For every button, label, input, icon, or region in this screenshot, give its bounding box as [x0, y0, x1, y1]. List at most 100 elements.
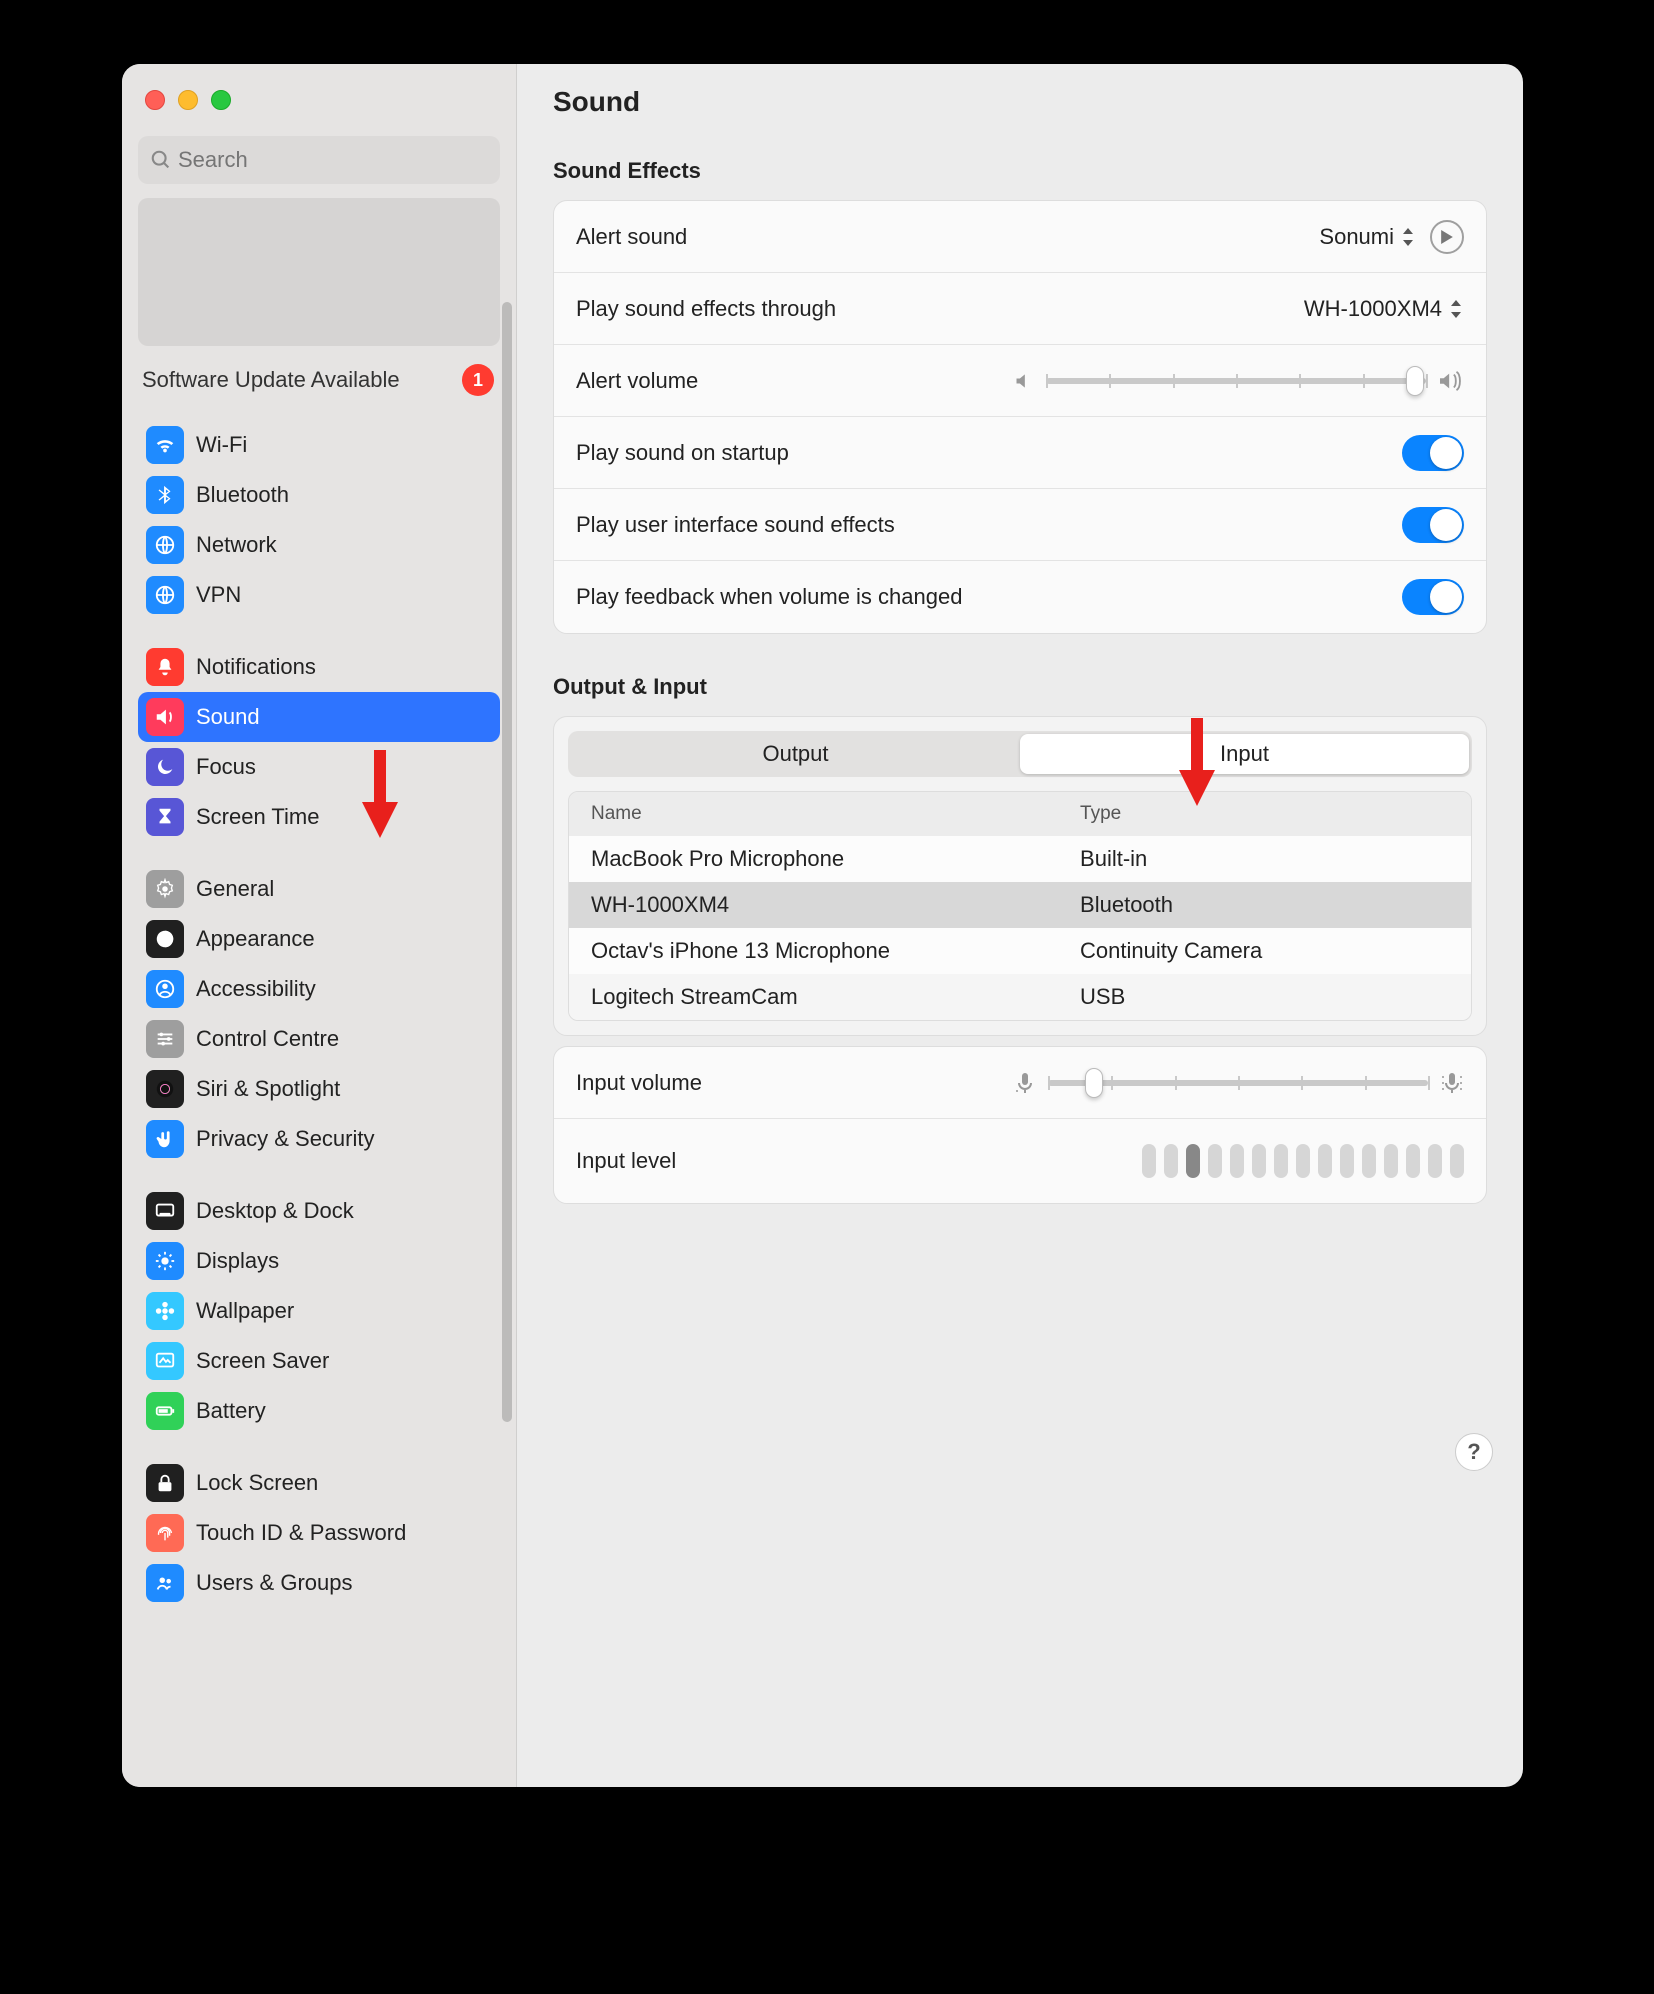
- screensaver-icon: [146, 1342, 184, 1380]
- device-type: Continuity Camera: [1080, 938, 1449, 964]
- sidebar-item-lock-screen[interactable]: Lock Screen: [138, 1458, 500, 1508]
- update-badge: 1: [462, 364, 494, 396]
- device-type: Built-in: [1080, 846, 1449, 872]
- sidebar-item-wallpaper[interactable]: Wallpaper: [138, 1286, 500, 1336]
- sidebar-item-general[interactable]: General: [138, 864, 500, 914]
- search-field[interactable]: [138, 136, 500, 184]
- sidebar-item-control-centre[interactable]: Control Centre: [138, 1014, 500, 1064]
- alert-volume-row: Alert volume: [554, 345, 1486, 417]
- tab-input[interactable]: Input: [1020, 734, 1469, 774]
- sidebar-item-sound[interactable]: Sound: [138, 692, 500, 742]
- sidebar-item-label: Siri & Spotlight: [196, 1076, 340, 1102]
- alert-volume-slider[interactable]: [1046, 378, 1426, 384]
- chevron-up-down-icon: [1448, 298, 1464, 320]
- software-update-row[interactable]: Software Update Available 1: [138, 346, 500, 414]
- sidebar-item-focus[interactable]: Focus: [138, 742, 500, 792]
- users-icon: [146, 1564, 184, 1602]
- input-volume-label: Input volume: [576, 1070, 1014, 1096]
- sidebar-item-label: Lock Screen: [196, 1470, 318, 1496]
- sidebar-item-privacy-security[interactable]: Privacy & Security: [138, 1114, 500, 1164]
- hourglass-icon: [146, 798, 184, 836]
- device-row[interactable]: Logitech StreamCamUSB: [569, 974, 1471, 1020]
- sidebar-item-wi-fi[interactable]: Wi-Fi: [138, 420, 500, 470]
- device-row[interactable]: Octav's iPhone 13 MicrophoneContinuity C…: [569, 928, 1471, 974]
- bluetooth-icon: [146, 476, 184, 514]
- sidebar-item-label: Displays: [196, 1248, 279, 1274]
- globe-icon: [146, 526, 184, 564]
- sidebar-item-label: Focus: [196, 754, 256, 780]
- sidebar-item-bluetooth[interactable]: Bluetooth: [138, 470, 500, 520]
- sidebar-item-label: Battery: [196, 1398, 266, 1424]
- tab-output[interactable]: Output: [571, 734, 1020, 774]
- minimize-window-button[interactable]: [178, 90, 198, 110]
- device-name: Octav's iPhone 13 Microphone: [591, 938, 1080, 964]
- alert-sound-popup[interactable]: Sonumi: [1319, 224, 1416, 250]
- output-input-heading: Output & Input: [553, 674, 1487, 700]
- main-panel: Sound Sound Effects Alert sound Sonumi P…: [517, 64, 1523, 1787]
- help-button[interactable]: ?: [1455, 1433, 1493, 1471]
- appearance-icon: [146, 920, 184, 958]
- lock-icon: [146, 1464, 184, 1502]
- sidebar-item-label: Sound: [196, 704, 260, 730]
- device-name: WH-1000XM4: [591, 892, 1080, 918]
- sidebar-item-label: Wi-Fi: [196, 432, 247, 458]
- alert-sound-label: Alert sound: [576, 224, 1319, 250]
- device-type: Bluetooth: [1080, 892, 1449, 918]
- dock-icon: [146, 1192, 184, 1230]
- sidebar-item-desktop-dock[interactable]: Desktop & Dock: [138, 1186, 500, 1236]
- sidebar-item-label: Wallpaper: [196, 1298, 294, 1324]
- sidebar-item-accessibility[interactable]: Accessibility: [138, 964, 500, 1014]
- ui-sounds-row: Play user interface sound effects: [554, 489, 1486, 561]
- sidebar-item-battery[interactable]: Battery: [138, 1386, 500, 1436]
- wifi-icon: [146, 426, 184, 464]
- sidebar-item-screen-time[interactable]: Screen Time: [138, 792, 500, 842]
- account-card[interactable]: [138, 198, 500, 346]
- sidebar-item-users-groups[interactable]: Users & Groups: [138, 1558, 500, 1608]
- output-input-card: Output Input Name Type MacBook Pro Micro…: [553, 716, 1487, 1036]
- device-row[interactable]: WH-1000XM4Bluetooth: [569, 882, 1471, 928]
- sidebar-item-notifications[interactable]: Notifications: [138, 642, 500, 692]
- sidebar: Software Update Available 1 Wi-Fi Bluetoo…: [122, 64, 517, 1787]
- globe-icon: [146, 576, 184, 614]
- sidebar-item-network[interactable]: Network: [138, 520, 500, 570]
- sidebar-item-screen-saver[interactable]: Screen Saver: [138, 1336, 500, 1386]
- preview-sound-button[interactable]: [1430, 220, 1464, 254]
- sidebar-item-appearance[interactable]: Appearance: [138, 914, 500, 964]
- mic-high-icon: [1440, 1071, 1464, 1095]
- moon-icon: [146, 748, 184, 786]
- zoom-window-button[interactable]: [211, 90, 231, 110]
- sidebar-item-label: Screen Time: [196, 804, 320, 830]
- input-volume-slider[interactable]: [1048, 1080, 1428, 1086]
- battery-icon: [146, 1392, 184, 1430]
- device-row[interactable]: MacBook Pro MicrophoneBuilt-in: [569, 836, 1471, 882]
- sidebar-item-label: Screen Saver: [196, 1348, 329, 1374]
- hand-icon: [146, 1120, 184, 1158]
- speaker-mute-icon: [1014, 371, 1034, 391]
- gear-icon: [146, 870, 184, 908]
- alert-sound-value: Sonumi: [1319, 224, 1394, 250]
- device-type: USB: [1080, 984, 1449, 1010]
- search-input[interactable]: [178, 147, 488, 173]
- sidebar-item-siri-spotlight[interactable]: Siri & Spotlight: [138, 1064, 500, 1114]
- device-name: Logitech StreamCam: [591, 984, 1080, 1010]
- sidebar-item-displays[interactable]: Displays: [138, 1236, 500, 1286]
- sidebar-item-label: Privacy & Security: [196, 1126, 375, 1152]
- output-input-tabs: Output Input: [568, 731, 1472, 777]
- volume-feedback-label: Play feedback when volume is changed: [576, 584, 1402, 610]
- page-title: Sound: [553, 86, 1487, 118]
- annotation-arrow: [1177, 718, 1217, 808]
- alert-sound-row: Alert sound Sonumi: [554, 201, 1486, 273]
- play-through-popup[interactable]: WH-1000XM4: [1304, 296, 1464, 322]
- ui-sounds-label: Play user interface sound effects: [576, 512, 1402, 538]
- startup-sound-label: Play sound on startup: [576, 440, 1402, 466]
- play-through-label: Play sound effects through: [576, 296, 1304, 322]
- mic-low-icon: [1014, 1071, 1036, 1095]
- sidebar-scrollbar[interactable]: [502, 302, 512, 1422]
- close-window-button[interactable]: [145, 90, 165, 110]
- sidebar-item-vpn[interactable]: VPN: [138, 570, 500, 620]
- ui-sounds-switch[interactable]: [1402, 507, 1464, 543]
- sidebar-item-touch-id-password[interactable]: Touch ID & Password: [138, 1508, 500, 1558]
- startup-sound-switch[interactable]: [1402, 435, 1464, 471]
- table-header: Name Type: [569, 792, 1471, 836]
- volume-feedback-switch[interactable]: [1402, 579, 1464, 615]
